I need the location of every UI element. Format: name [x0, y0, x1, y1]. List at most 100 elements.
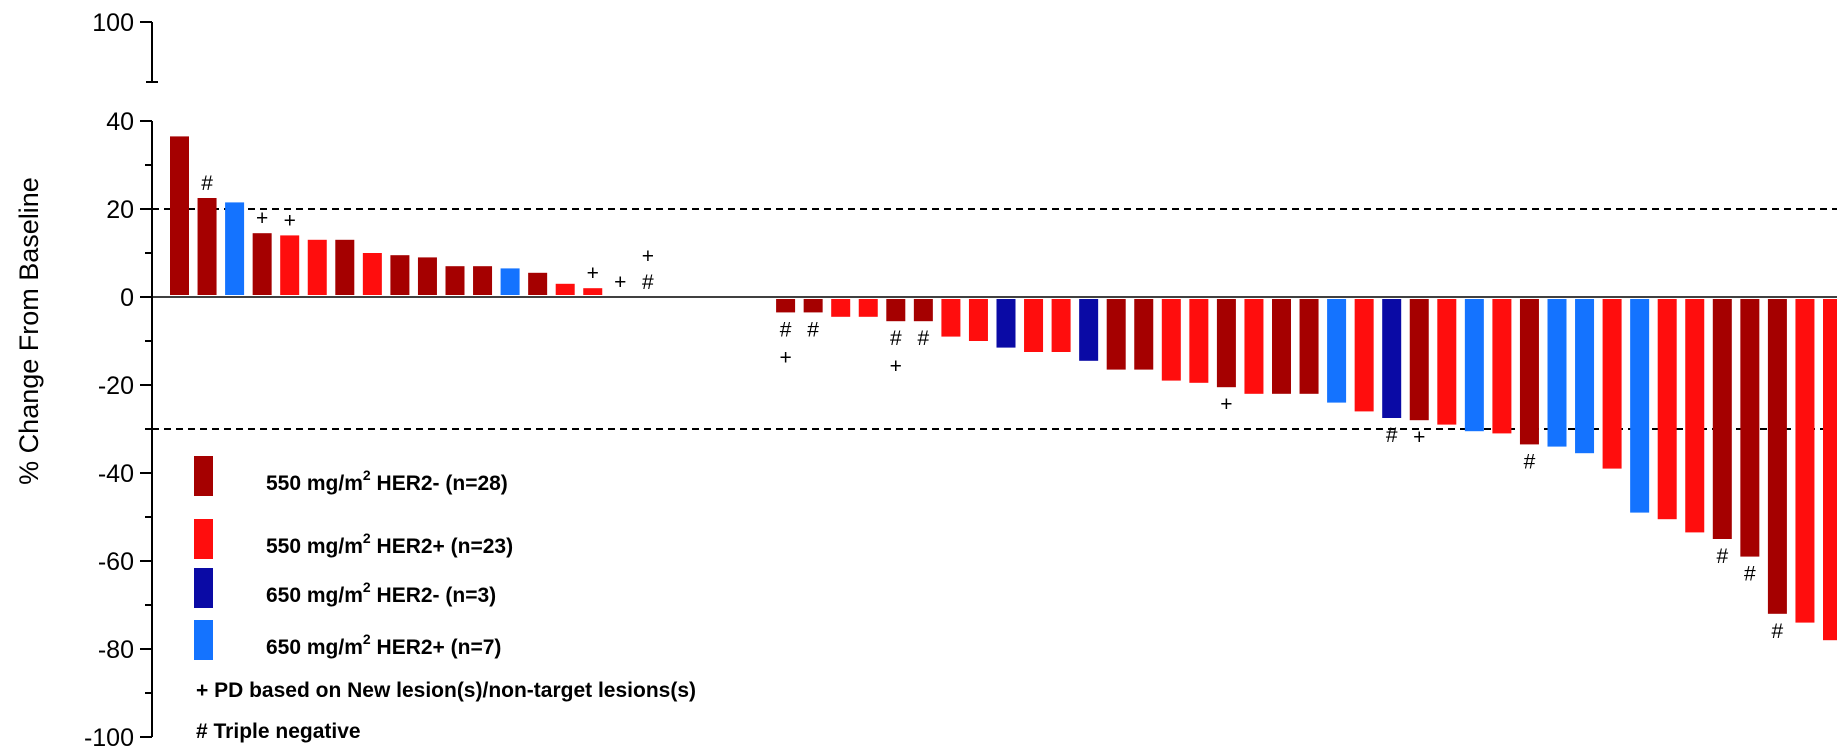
bar-28-symbol-below-0: #	[918, 327, 930, 350]
bar-58-symbol-below-0: #	[1744, 563, 1756, 586]
bar-5	[280, 235, 300, 295]
bar-53	[1602, 299, 1622, 469]
bar-57-symbol-below-0: #	[1716, 545, 1728, 568]
bar-50-symbol-below-0: #	[1524, 450, 1536, 473]
bar-25	[831, 299, 851, 317]
legend-swatch-C	[194, 568, 213, 608]
bar-16	[583, 288, 603, 295]
legend-swatch-B	[194, 519, 213, 559]
legend-label-D: 650 mg/m2 HER2+ (n=7)	[266, 631, 501, 659]
bar-58	[1740, 299, 1760, 557]
bar-28	[913, 299, 933, 322]
bar-32	[1024, 299, 1044, 352]
bar-10	[417, 257, 437, 295]
bar-7	[335, 239, 355, 295]
bar-40	[1244, 299, 1264, 394]
bars-group	[170, 136, 1837, 641]
bar-15	[555, 283, 575, 295]
bar-31	[996, 299, 1016, 348]
y-tick-label-8: -100	[84, 724, 134, 749]
bar-41	[1272, 299, 1291, 394]
bar-27	[886, 299, 906, 322]
bar-26	[858, 299, 878, 317]
bar-44	[1354, 299, 1374, 412]
bar-17-symbol-above-0: +	[614, 271, 626, 294]
bar-24-symbol-below-0: #	[807, 318, 819, 341]
bar-2	[197, 198, 217, 295]
bar-45	[1382, 299, 1402, 418]
bar-47	[1437, 299, 1457, 425]
bar-57	[1712, 299, 1732, 539]
bar-35	[1106, 299, 1126, 370]
bar-36	[1134, 299, 1154, 370]
bar-11	[445, 266, 465, 295]
legend-swatch-D	[194, 620, 213, 660]
bar-27-symbol-below-0: #	[890, 327, 902, 350]
bar-29	[941, 299, 961, 337]
y-tick-label-0: 100	[92, 9, 134, 37]
y-axis-label: % Change From Baseline	[14, 177, 44, 485]
bar-9	[390, 255, 410, 295]
bar-27-symbol-below-1: +	[890, 355, 902, 378]
bar-5-symbol-above-0: +	[284, 209, 296, 232]
bar-symbols: # + + + + # + # + # # + # + # + # # # #	[201, 172, 1783, 643]
bar-23-symbol-below-1: +	[779, 346, 791, 369]
legend-note-0: + PD based on New lesion(s)/non-target l…	[196, 679, 696, 702]
y-tick-label-3: 0	[120, 284, 134, 312]
bar-4	[252, 233, 272, 295]
bar-37	[1161, 299, 1181, 381]
bar-23-symbol-below-0: #	[780, 318, 792, 341]
bar-54	[1630, 299, 1650, 513]
bar-34	[1079, 299, 1099, 361]
bar-18-symbol-above-0: #	[642, 271, 654, 294]
bar-51	[1547, 299, 1567, 447]
bar-8	[362, 253, 382, 295]
bar-3	[225, 202, 245, 295]
bar-56	[1685, 299, 1705, 533]
y-tick-label-7: -80	[98, 636, 134, 664]
bar-13	[500, 268, 520, 295]
legend: 550 mg/m2 HER2- (n=28) 550 mg/m2 HER2+ (n…	[194, 456, 696, 743]
bar-23	[776, 299, 796, 313]
bar-42	[1299, 299, 1319, 394]
legend-note-1: # Triple negative	[196, 720, 361, 743]
bar-43	[1327, 299, 1347, 403]
y-axis: 100 40 20 0 -20 -40 -60 -80 -100	[84, 9, 158, 749]
y-tick-label-2: 20	[106, 196, 134, 224]
bar-49	[1492, 299, 1512, 434]
bar-1	[170, 136, 189, 295]
legend-label-C: 650 mg/m2 HER2- (n=3)	[266, 579, 496, 607]
bar-48	[1464, 299, 1484, 432]
bar-4-symbol-above-0: +	[256, 207, 268, 230]
bar-39	[1216, 299, 1236, 388]
bar-46-symbol-below-0: +	[1413, 426, 1425, 449]
y-tick-label-1: 40	[106, 108, 134, 136]
bar-24	[803, 299, 823, 313]
bar-16-symbol-above-0: +	[587, 262, 599, 285]
bar-2-symbol-above-0: #	[201, 172, 213, 195]
bar-60	[1795, 299, 1815, 623]
legend-label-A: 550 mg/m2 HER2- (n=28)	[266, 467, 508, 495]
bar-50	[1519, 299, 1539, 445]
bar-52	[1575, 299, 1595, 454]
bar-14	[528, 272, 548, 295]
legend-swatch-A	[194, 456, 213, 496]
legend-label-B: 550 mg/m2 HER2+ (n=23)	[266, 530, 513, 558]
bar-55	[1657, 299, 1677, 520]
bar-59-symbol-below-0: #	[1772, 620, 1784, 643]
bar-33	[1051, 299, 1071, 352]
bar-46	[1409, 299, 1429, 421]
bar-61	[1823, 299, 1837, 641]
bar-18-symbol-above-1: +	[642, 245, 654, 268]
bar-6	[307, 239, 327, 295]
bar-38	[1189, 299, 1209, 383]
bar-45-symbol-below-0: #	[1386, 424, 1398, 447]
bar-30	[968, 299, 988, 341]
y-tick-label-6: -60	[98, 548, 134, 576]
y-tick-label-4: -20	[98, 372, 134, 400]
bar-59	[1767, 299, 1787, 614]
bar-12	[473, 266, 493, 295]
y-tick-label-5: -40	[98, 460, 134, 488]
bar-39-symbol-below-0: +	[1220, 393, 1232, 416]
